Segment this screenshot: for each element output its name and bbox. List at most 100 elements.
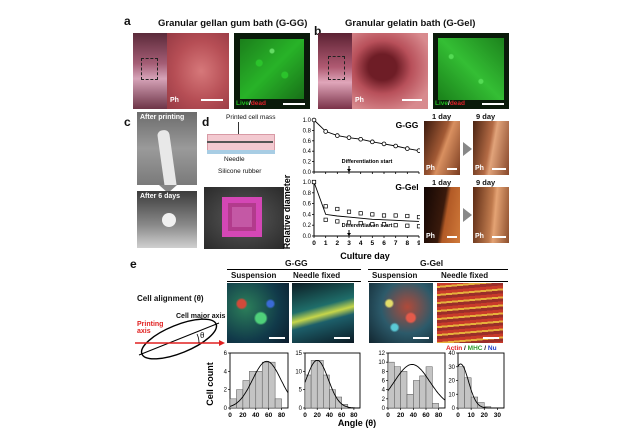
panel-b-live-dead-image: Live/dead [433, 33, 509, 109]
x-tick-label: 1 [324, 240, 328, 247]
x-tick-label: 10 [468, 412, 476, 419]
y-tick-label: 4 [382, 388, 386, 394]
scale-bar [483, 337, 499, 339]
data-point [381, 213, 387, 218]
panel-d-photo [204, 187, 284, 249]
printing-axis-label: Printing axis [137, 321, 164, 335]
x-tick-label: 7 [394, 240, 398, 247]
data-point [416, 224, 420, 229]
panel-b-title: Granular gelatin bath (G-Gel) [345, 18, 476, 29]
after-printing-label: After printing [140, 114, 185, 121]
x-tick-label: 6 [382, 240, 386, 247]
day9-label: 9 day [476, 178, 496, 187]
day1-label: 1 day [432, 178, 452, 187]
panel-a-title: Granular gellan gum bath (G-GG) [158, 18, 308, 29]
y-tick-label: 0 [452, 406, 456, 412]
dead-label: dead [449, 100, 465, 107]
data-point [311, 179, 317, 185]
data-point [381, 222, 387, 227]
divider [368, 269, 508, 270]
fit-curve [304, 359, 360, 409]
data-point [311, 117, 317, 123]
y-tick-label: 10 [378, 360, 385, 366]
x-tick-label: 0 [228, 412, 232, 419]
x-tick-label: 20 [239, 412, 247, 419]
trend-line [313, 181, 420, 222]
panel-label-e: e [130, 257, 137, 271]
cell-alignment-diagram [135, 318, 225, 360]
g-gel-suspension-image [369, 283, 433, 343]
y-tick-label: 30 [448, 365, 455, 371]
chart-g-gel: 0.0 0.2 0.4 0.6 0.8 1.0 0 1 2 3 4 5 6 7 8 9 G-Gel Differe… [303, 179, 420, 247]
annotation-arrowhead [347, 233, 351, 236]
legend-actin: Actin [446, 345, 463, 352]
x-tick-label: 60 [338, 412, 346, 419]
data-point [323, 204, 328, 209]
scale-bar [447, 168, 457, 170]
y-tick-label: 0.4 [303, 149, 312, 155]
live-label: Live [435, 100, 449, 107]
data-point [370, 222, 375, 227]
x-tick-label: 5 [371, 240, 375, 247]
x-tick-label: 0 [386, 412, 390, 419]
panel-label-a: a [124, 14, 131, 28]
histogram-bar [329, 389, 336, 409]
histogram-bar [413, 380, 420, 409]
data-point [370, 139, 375, 145]
after-6-days-label: After 6 days [140, 193, 181, 200]
dead-label: dead [250, 100, 266, 107]
legend-mhc: MHC [467, 345, 483, 352]
annotation-text: Differentiation start [342, 223, 393, 229]
data-point [358, 211, 363, 216]
histogram-bar [310, 360, 318, 409]
y-tick-label: 10 [448, 392, 455, 398]
chart-title: G-GG [396, 120, 419, 130]
arrow-down [159, 185, 177, 193]
cell-alignment-label: Cell alignment (θ) [137, 294, 204, 303]
histogram-bar [406, 394, 414, 409]
histogram-bar [316, 360, 324, 409]
panel-label-d: d [202, 115, 210, 129]
x-tick-label: 20 [314, 412, 322, 419]
histogram-bar [464, 377, 472, 409]
y-tick-label: 6 [224, 351, 228, 357]
divider [368, 281, 508, 282]
data-point [323, 217, 328, 222]
x-tick-label: 4 [359, 240, 363, 247]
scale-bar [334, 337, 350, 339]
zoom-box [141, 58, 158, 80]
data-point [346, 220, 352, 225]
needle-schematic: Printed cell mass Needle Silicone rubber [204, 112, 284, 187]
y-tick-label: 0 [224, 406, 228, 412]
histogram-g-gg-needle-fixed: 0 5 10 15 0 20 40 60 80 [295, 351, 361, 419]
x-tick-label: 80 [350, 412, 358, 419]
y-tick-label: 0.0 [303, 234, 312, 240]
scale-bar [447, 236, 457, 238]
x-axis-label: Culture day [340, 251, 390, 261]
x-axis-label: Angle (θ) [338, 418, 376, 428]
needle-fixed-label: Needle fixed [293, 271, 341, 280]
ph-label: Ph [355, 97, 364, 104]
scale-bar [492, 168, 506, 170]
g-gel-needle-fixed-image [437, 283, 503, 343]
x-tick-label: 0 [303, 412, 307, 419]
needle-fixed-label: Needle fixed [441, 271, 489, 280]
live-label: Live [236, 100, 250, 107]
y-tick-label: 0.4 [303, 212, 312, 218]
data-point [323, 129, 328, 134]
scale-bar [413, 337, 429, 339]
panel-a-overview-image [133, 33, 167, 109]
divider [227, 281, 361, 282]
x-tick-label: 20 [481, 412, 489, 419]
theta-label: θ [200, 331, 205, 340]
stain-legend: Actin / MHC / Nu [446, 345, 497, 352]
data-point [346, 135, 352, 140]
data-point [335, 219, 340, 224]
y-tick-label: 1.0 [303, 180, 312, 186]
data-point [405, 146, 410, 151]
scale-bar [402, 99, 422, 101]
y-tick-label: 0.0 [303, 170, 312, 176]
x-tick-label: 60 [422, 412, 430, 419]
